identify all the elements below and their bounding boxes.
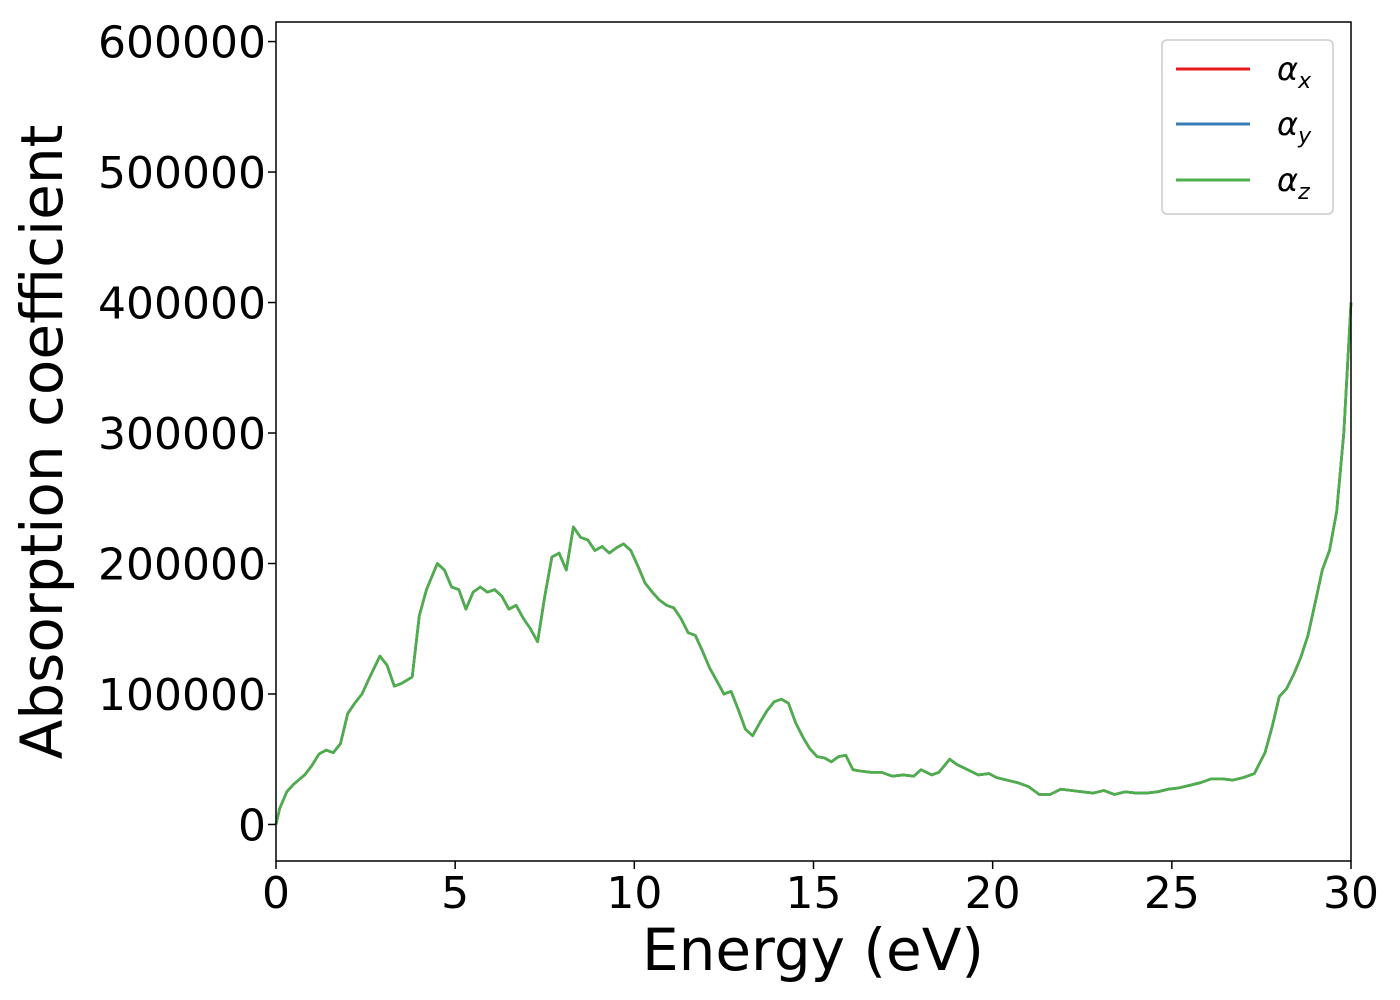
y-axis-label: Absorption coefficient [8,125,76,760]
y-tick-label: 300000 [98,409,266,460]
x-axis-label: Energy (eV) [642,916,984,984]
y-tick-label: 0 [238,800,266,851]
legend-box [1161,39,1334,215]
x-tick-label: 10 [606,868,662,919]
legend: αx αy αz [1161,39,1334,215]
axis-ticks: 0 5 10 15 20 25 30 0 100000 200000 300000 400000 500… [98,18,1379,919]
x-tick-label: 0 [262,868,290,919]
legend-entry-alpha-y: αy [1277,105,1312,149]
legend-entry-alpha-z: αz [1277,161,1310,205]
x-tick-label: 25 [1144,868,1200,919]
x-tick-label: 30 [1323,868,1379,919]
y-tick-label: 600000 [98,18,266,69]
legend-entry-alpha-x: αx [1277,50,1312,94]
y-tick-label: 500000 [98,148,266,199]
curves [274,302,1353,825]
x-tick-label: 15 [786,868,842,919]
x-tick-label: 20 [965,868,1021,919]
series-line-alpha-z [274,302,1353,825]
x-tick-label: 5 [441,868,469,919]
y-tick-label: 200000 [98,540,266,591]
y-tick-label: 100000 [98,670,266,721]
y-tick-label: 400000 [98,279,266,330]
